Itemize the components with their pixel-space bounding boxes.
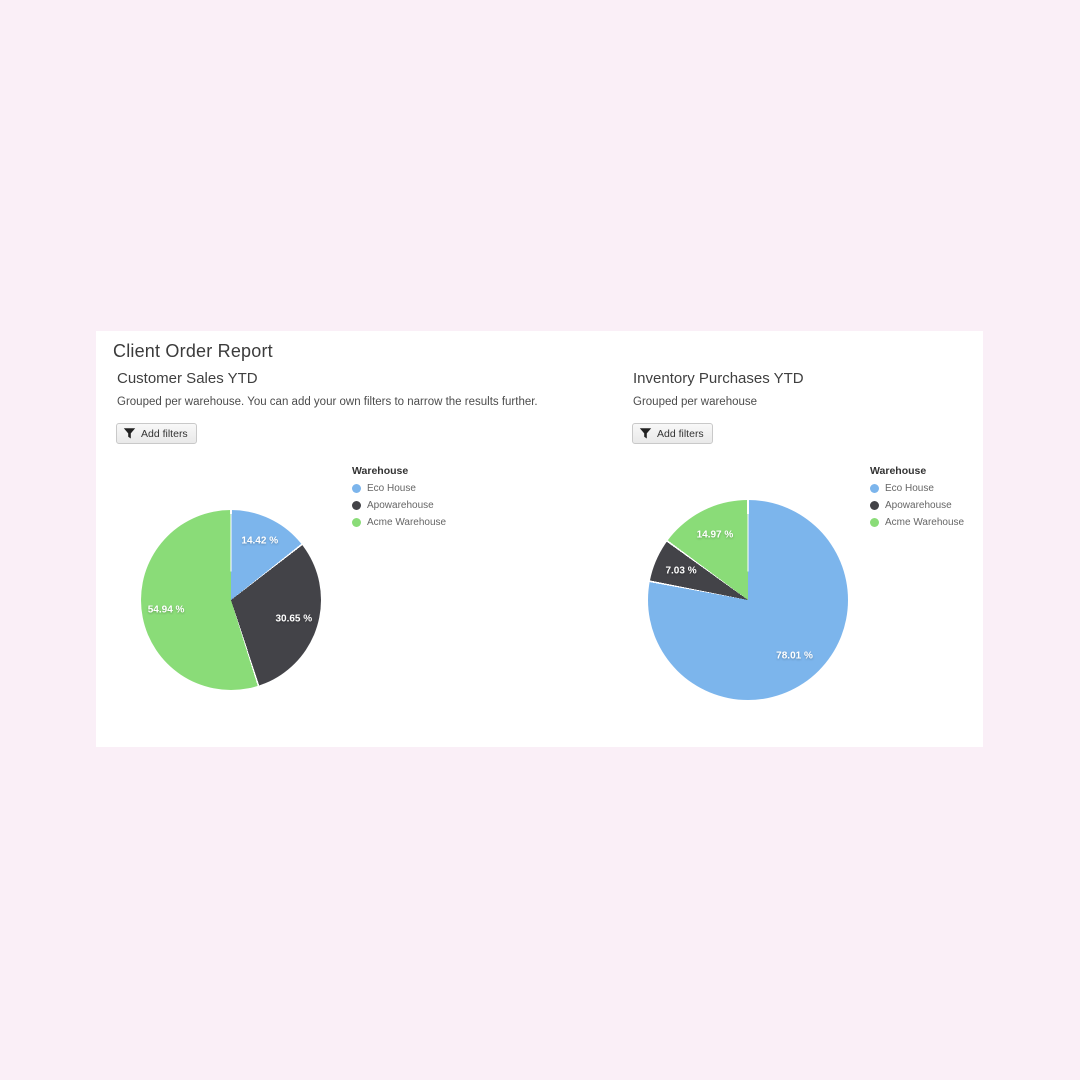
legend-label: Acme Warehouse [367, 517, 447, 528]
warehouse-legend: Warehouse Eco House Apowarehouse Acme Wa… [352, 465, 446, 534]
legend-label: Apowarehouse [367, 500, 434, 511]
legend-label: Eco House [367, 483, 416, 494]
add-filters-label: Add filters [657, 427, 704, 440]
add-filters-label: Add filters [141, 427, 188, 440]
add-filters-button[interactable]: Add filters [632, 423, 713, 444]
pie-slice-label: 30.65 % [275, 613, 313, 625]
pie-slice-label: 14.97 % [696, 529, 734, 541]
legend-item-eco-house[interactable]: Eco House [870, 483, 964, 494]
legend-item-apowarehouse[interactable]: Apowarehouse [352, 500, 446, 511]
inventory-purchases-title: Inventory Purchases YTD [633, 370, 804, 387]
legend-marker [352, 484, 361, 493]
legend-item-acme-warehouse[interactable]: Acme Warehouse [352, 517, 446, 528]
pie-slice-label: 54.94 % [147, 604, 185, 616]
legend-marker [870, 518, 879, 527]
legend-marker [870, 484, 879, 493]
customer-sales-card: Customer Sales YTD Grouped per warehouse… [116, 370, 547, 445]
inventory-purchases-pie-chart: 78.01 % 7.03 % 14.97 % [648, 500, 848, 700]
report-panel: Client Order Report Customer Sales YTD G… [96, 331, 983, 747]
filter-icon [123, 427, 136, 440]
legend-title: Warehouse [352, 465, 409, 477]
legend-marker [870, 501, 879, 510]
inventory-purchases-subtitle: Grouped per warehouse [633, 396, 758, 408]
warehouse-legend: Warehouse Eco House Apowarehouse Acme Wa… [870, 465, 964, 534]
customer-sales-title: Customer Sales YTD [117, 370, 258, 387]
pie-slice-label: 7.03 % [665, 565, 697, 577]
filter-icon [639, 427, 652, 440]
customer-sales-pie-chart: 14.42 % 30.65 % 54.94 % [141, 510, 321, 690]
legend-item-acme-warehouse[interactable]: Acme Warehouse [870, 517, 964, 528]
legend-label: Acme Warehouse [885, 517, 965, 528]
legend-title: Warehouse [870, 465, 927, 477]
legend-marker [352, 518, 361, 527]
legend-marker [352, 501, 361, 510]
add-filters-button[interactable]: Add filters [116, 423, 197, 444]
legend-item-eco-house[interactable]: Eco House [352, 483, 446, 494]
customer-sales-subtitle: Grouped per warehouse. You can add your … [117, 396, 538, 408]
pie-slice-label: 14.42 % [241, 535, 279, 547]
inventory-purchases-card: Inventory Purchases YTD Grouped per ware… [632, 370, 1063, 445]
legend-label: Apowarehouse [885, 500, 952, 511]
page-title: Client Order Report [113, 341, 273, 361]
legend-label: Eco House [885, 483, 934, 494]
legend-item-apowarehouse[interactable]: Apowarehouse [870, 500, 964, 511]
pie-slice-label: 78.01 % [776, 650, 813, 662]
